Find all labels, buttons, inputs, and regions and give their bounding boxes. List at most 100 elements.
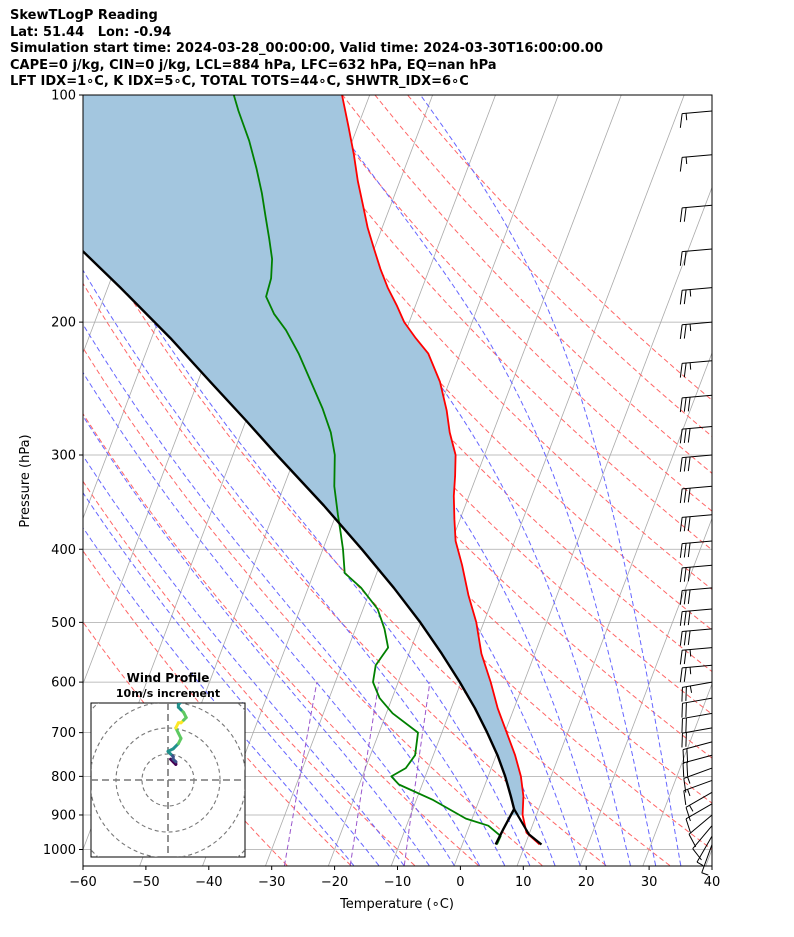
barb-flag <box>687 542 691 558</box>
barb-half-flag <box>689 667 692 675</box>
profile-lines <box>83 95 543 846</box>
barb-staff <box>685 791 713 808</box>
barb-flag <box>683 543 687 558</box>
moist-adiabat <box>83 491 380 866</box>
moist-adiabat <box>83 371 455 866</box>
barb-staff <box>682 154 713 158</box>
barb-flag <box>685 686 687 701</box>
moist-adiabat <box>83 269 506 866</box>
barb-flag <box>679 251 683 266</box>
hodograph-title: Wind Profile <box>127 671 210 685</box>
moist-adiabat <box>83 415 430 866</box>
barb-staff <box>682 608 713 613</box>
x-tick-label: −40 <box>195 875 222 890</box>
barb-flag <box>683 790 687 805</box>
wind-barb <box>681 681 713 702</box>
barb-flag <box>679 488 683 504</box>
barb-flag <box>679 157 683 172</box>
barb-staff <box>682 564 713 569</box>
barb-flag <box>679 667 683 683</box>
wind-barb <box>681 727 713 748</box>
axes: −60 −50 −40 −30 −20 −10 0 10 20 30 40 1000 900 800 700… <box>43 89 720 891</box>
barb-flag <box>681 687 683 702</box>
wind-barb <box>679 110 713 128</box>
barb-flag <box>687 567 691 582</box>
wind-barb <box>679 587 713 605</box>
barb-flag <box>683 590 687 605</box>
y-tick-label: 200 <box>51 316 76 331</box>
barb-flag <box>685 702 687 717</box>
wind-barb <box>679 360 713 378</box>
barb-staff <box>682 425 713 430</box>
barb-half-flag <box>689 362 692 370</box>
isotherm-line <box>769 95 794 866</box>
cape-line: CAPE=0 j/kg, CIN=0 j/kg, LCL=884 hPa, LF… <box>10 57 497 73</box>
dry-adiabat <box>83 480 416 866</box>
x-tick-label: 10 <box>515 875 532 890</box>
barb-staff <box>682 697 713 704</box>
barb-half-flag <box>689 289 692 297</box>
barb-flag <box>683 488 687 503</box>
barb-staff <box>682 647 713 651</box>
barb-half-flag <box>689 685 693 693</box>
wind-barbs <box>679 110 713 876</box>
barb-flag <box>686 761 689 777</box>
wind-barb <box>679 628 713 646</box>
barb-staff <box>685 803 713 820</box>
barb-staff <box>682 454 713 459</box>
surface-parcel-line <box>513 808 543 846</box>
hodograph-plot <box>91 703 245 857</box>
x-tick-label: 0 <box>456 875 464 890</box>
y-tick-label: 800 <box>51 770 76 785</box>
wind-barb <box>679 647 713 665</box>
barb-flag <box>679 611 683 626</box>
mixing-ratio-line <box>349 682 380 866</box>
temperature-line <box>341 95 541 846</box>
cape-shading <box>83 95 524 815</box>
barb-staff <box>682 741 713 751</box>
barb-flag <box>679 650 683 665</box>
barb-flag <box>687 456 691 472</box>
isotherm-line <box>642 682 712 866</box>
x-tick-label: −50 <box>132 875 159 890</box>
x-tick-label: 30 <box>641 875 658 890</box>
parcel-line <box>83 249 516 846</box>
barb-flag <box>679 457 683 472</box>
barb-flag <box>679 517 683 532</box>
barb-flag <box>681 733 683 748</box>
wind-barb <box>679 394 713 413</box>
barb-staff <box>682 321 713 326</box>
barb-flag <box>683 567 687 582</box>
barb-staff <box>682 394 713 399</box>
barb-flag <box>679 113 683 128</box>
barb-staff <box>682 248 713 253</box>
barb-flag <box>682 762 685 778</box>
y-axis-label: Pressure (hPa) <box>18 434 33 527</box>
barb-flag <box>683 428 687 444</box>
moist-adiabat <box>228 95 631 866</box>
moist-adiabat <box>83 207 531 866</box>
barb-flag <box>683 397 687 412</box>
barb-staff <box>692 825 713 850</box>
barb-flag <box>679 324 683 340</box>
barb-staff <box>688 814 713 835</box>
wind-barb <box>683 767 713 793</box>
barb-flag <box>679 397 683 413</box>
barb-flag <box>687 610 691 626</box>
barb-flag <box>683 362 687 378</box>
hodograph-trace <box>176 703 183 707</box>
wind-barb <box>679 514 713 532</box>
barb-staff <box>682 287 713 291</box>
hodograph-inset: Wind Profile 10m/s increment <box>90 671 246 858</box>
barb-staff <box>682 514 713 518</box>
barb-half-flag <box>696 861 704 867</box>
barb-flag <box>687 428 691 443</box>
barb-flag <box>683 649 687 665</box>
x-tick-label: −20 <box>321 875 348 890</box>
barb-flag <box>686 748 689 763</box>
barb-staff <box>682 628 713 632</box>
wind-barb <box>681 697 713 718</box>
barb-flag <box>687 589 691 605</box>
x-tick-label: 20 <box>578 875 595 890</box>
